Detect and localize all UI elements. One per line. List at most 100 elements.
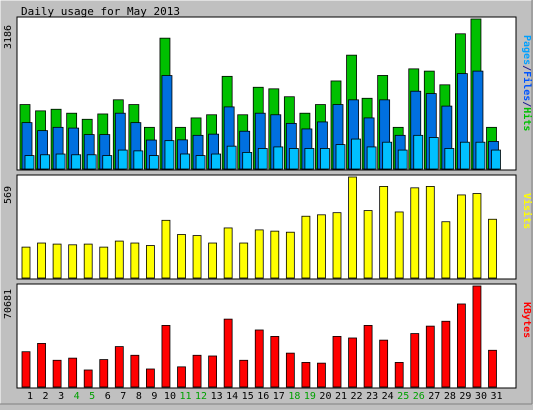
pages-bar — [397, 149, 408, 170]
pages-bar — [180, 153, 190, 170]
visits-bar — [348, 176, 357, 279]
visits-bar — [114, 240, 124, 279]
pages-bar — [24, 155, 35, 170]
pages-bar — [475, 141, 486, 170]
kbytes-bar — [145, 368, 155, 388]
visits-bar — [332, 212, 342, 279]
x-tick-label: 25 — [397, 391, 409, 402]
visits-bar — [254, 229, 264, 279]
pages-bar — [413, 134, 424, 170]
x-tick-label: 1 — [27, 391, 33, 402]
y-max-label-visits: 569 — [3, 186, 14, 204]
pages-bar — [273, 146, 284, 170]
kbytes-bar — [21, 351, 31, 388]
x-tick-label: 18 — [288, 391, 300, 402]
pages-bar — [288, 148, 299, 170]
x-tick-label: 3 — [58, 391, 64, 402]
pages-bar — [211, 153, 222, 170]
kbytes-bar — [130, 354, 140, 388]
series-label-part-4: Hits — [521, 107, 533, 131]
visits-bar — [145, 245, 155, 279]
pages-bar — [335, 144, 346, 170]
x-tick-label: 22 — [351, 391, 363, 402]
x-tick-label: 14 — [226, 391, 238, 402]
kbytes-bar — [317, 362, 326, 388]
visits-bar — [68, 244, 78, 279]
kbytes-bar — [332, 336, 342, 388]
visits-bar — [52, 243, 62, 279]
visits-bar — [130, 242, 140, 279]
pages-bar — [242, 152, 253, 170]
chart-title: Daily usage for May 2013 — [21, 5, 180, 18]
kbytes-bar — [488, 349, 497, 388]
visits-bar — [21, 246, 31, 279]
pages-bar — [382, 141, 393, 170]
kbytes-bar — [192, 354, 202, 388]
kbytes-bar — [83, 369, 93, 388]
pages-bar — [55, 153, 66, 170]
kbytes-bar — [301, 362, 311, 388]
pages-bar — [428, 137, 439, 170]
x-tick-label: 26 — [413, 391, 425, 402]
pages-bar — [491, 149, 501, 170]
kbytes-bar — [52, 359, 62, 388]
visits-bar — [301, 215, 311, 279]
kbytes-bar — [99, 359, 109, 388]
pages-bar — [148, 155, 159, 170]
kbytes-bar — [68, 357, 78, 388]
x-tick-label: 15 — [242, 391, 254, 402]
series-label-hits: Pages/Files/Hits — [521, 35, 533, 131]
pages-bar — [195, 155, 206, 170]
x-tick-label: 13 — [211, 391, 223, 402]
visits-bar — [177, 234, 186, 279]
x-tick-label: 24 — [382, 391, 394, 402]
series-label-part-0: Pages — [521, 35, 532, 65]
kbytes-bar — [114, 346, 124, 388]
kbytes-bar — [37, 343, 46, 388]
kbytes-bar — [208, 355, 218, 388]
x-tick-label: 19 — [304, 391, 316, 402]
x-tick-label: 31 — [490, 391, 502, 402]
pages-bar — [117, 149, 128, 170]
x-tick-label: 28 — [444, 391, 456, 402]
visits-bar — [488, 218, 497, 279]
visits-bar — [239, 242, 249, 279]
series-label-part-2: Files — [521, 71, 533, 101]
kbytes-bar — [177, 366, 186, 388]
x-tick-label: 9 — [151, 391, 157, 402]
visits-bar — [285, 231, 295, 279]
pages-bar — [86, 154, 97, 170]
visits-bar — [410, 187, 420, 279]
visits-bar — [99, 246, 109, 279]
visits-bar — [223, 227, 233, 279]
kbytes-bar — [239, 359, 249, 388]
series-label-visits: Visits — [521, 193, 533, 229]
kbytes-bar — [254, 329, 264, 388]
visits-bar — [456, 194, 466, 279]
x-tick-label: 2 — [43, 391, 49, 402]
kbytes-bar — [441, 320, 451, 388]
kbytes-bar — [472, 285, 482, 388]
pages-bar — [71, 154, 82, 170]
x-tick-label: 27 — [428, 391, 440, 402]
x-tick-label: 30 — [475, 391, 487, 402]
x-tick-label: 11 — [179, 391, 191, 402]
pages-bar — [40, 154, 50, 170]
x-tick-label: 6 — [105, 391, 111, 402]
x-tick-label: 21 — [335, 391, 347, 402]
kbytes-bar — [456, 303, 466, 388]
series-label-part-3: / — [521, 101, 532, 107]
pages-bar — [164, 140, 175, 170]
kbytes-bar — [285, 352, 295, 388]
pages-bar — [102, 155, 113, 170]
y-max-label-kbytes: 70681 — [3, 289, 14, 319]
kbytes-bar — [394, 362, 404, 388]
pages-bar — [459, 141, 470, 170]
visits-bar — [161, 219, 171, 279]
pages-bar — [304, 148, 315, 170]
x-tick-label: 20 — [319, 391, 331, 402]
pages-bar — [226, 145, 237, 170]
y-max-label-hits: 3186 — [3, 25, 14, 49]
